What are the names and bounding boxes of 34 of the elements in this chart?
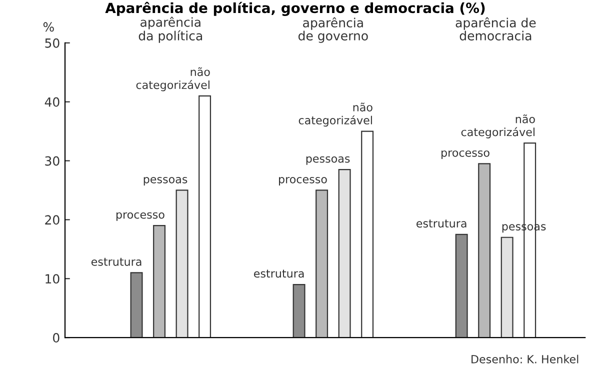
text: pessoas xyxy=(144,176,188,186)
y-tick-label: 0 xyxy=(53,333,60,342)
bar xyxy=(361,130,374,338)
text: processo xyxy=(442,150,490,159)
text: processo xyxy=(279,176,327,186)
series-label: processo xyxy=(116,212,164,221)
series-label: não categorizável xyxy=(298,102,372,127)
series-label: estrutura xyxy=(416,220,466,228)
y-tick-label: 40 xyxy=(44,97,60,107)
x-tick-label: aparência da política xyxy=(138,16,202,43)
y-tick-label: 50 xyxy=(45,38,60,48)
chart-title: Aparência de política, governo e democracia (%) xyxy=(105,2,485,16)
bar xyxy=(455,234,468,338)
bar xyxy=(198,95,212,338)
text: Desenho: K. Henkel xyxy=(472,354,578,364)
bar xyxy=(316,190,328,338)
x-tick-label: aparência de governo xyxy=(298,17,368,43)
text: não categorizável xyxy=(136,67,210,92)
bar xyxy=(478,163,491,338)
bar xyxy=(153,225,166,338)
y-tick-label: 10 xyxy=(46,274,60,284)
y-axis-title: % xyxy=(43,22,54,32)
bar xyxy=(500,236,514,338)
text: estrutura xyxy=(254,270,304,278)
text: pessoas xyxy=(306,156,350,165)
text: estrutura xyxy=(91,258,142,266)
bar xyxy=(338,169,351,338)
y-tick-label: 30 xyxy=(45,156,60,166)
bar xyxy=(176,190,188,338)
bar xyxy=(292,284,306,338)
y-tick-label: 20 xyxy=(45,215,60,225)
x-tick-label: aparência de democracia xyxy=(456,17,536,40)
bar xyxy=(130,272,143,338)
text: não categorizável xyxy=(461,114,535,138)
